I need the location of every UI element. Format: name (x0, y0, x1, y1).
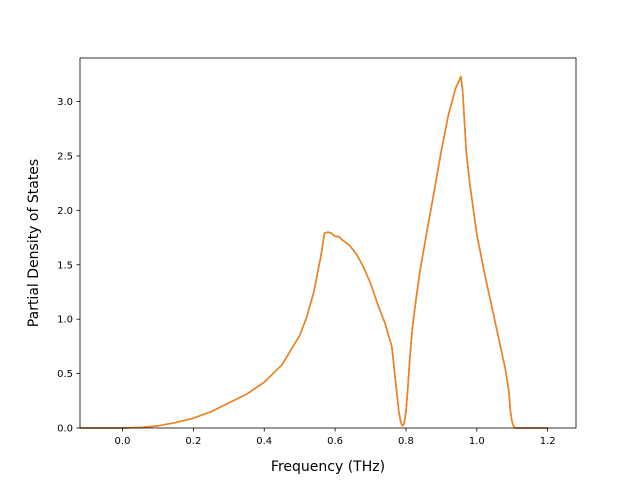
x-tick-label: 0.8 (398, 436, 414, 447)
x-tick-label: 1.2 (540, 436, 556, 447)
y-tick-label: 3.0 (57, 97, 73, 108)
y-tick-label: 0.5 (57, 369, 73, 380)
y-axis-label: Partial Density of States (26, 159, 42, 327)
y-tick-label: 2.5 (57, 151, 73, 162)
x-tick-label: 1.0 (469, 436, 485, 447)
y-tick-label: 0.0 (57, 424, 73, 435)
y-tick-label: 1.0 (57, 315, 73, 326)
x-tick-label: 0.4 (256, 436, 272, 447)
series-layer (80, 75, 548, 429)
y-axis: 0.0 0.5 1.0 1.5 2.0 2.5 3.0 (57, 97, 80, 435)
axes-frame (79, 57, 577, 429)
series-line-2 (80, 75, 548, 429)
x-tick-label: 0.2 (185, 436, 201, 447)
y-tick-label: 2.0 (57, 206, 73, 217)
x-tick-label: 0.6 (327, 436, 343, 447)
x-axis: 0.0 0.2 0.4 0.6 0.8 1.0 1.2 (115, 428, 556, 447)
x-axis-label: Frequency (THz) (271, 459, 385, 475)
y-tick-label: 1.5 (57, 260, 73, 271)
x-tick-label: 0.0 (115, 436, 131, 447)
